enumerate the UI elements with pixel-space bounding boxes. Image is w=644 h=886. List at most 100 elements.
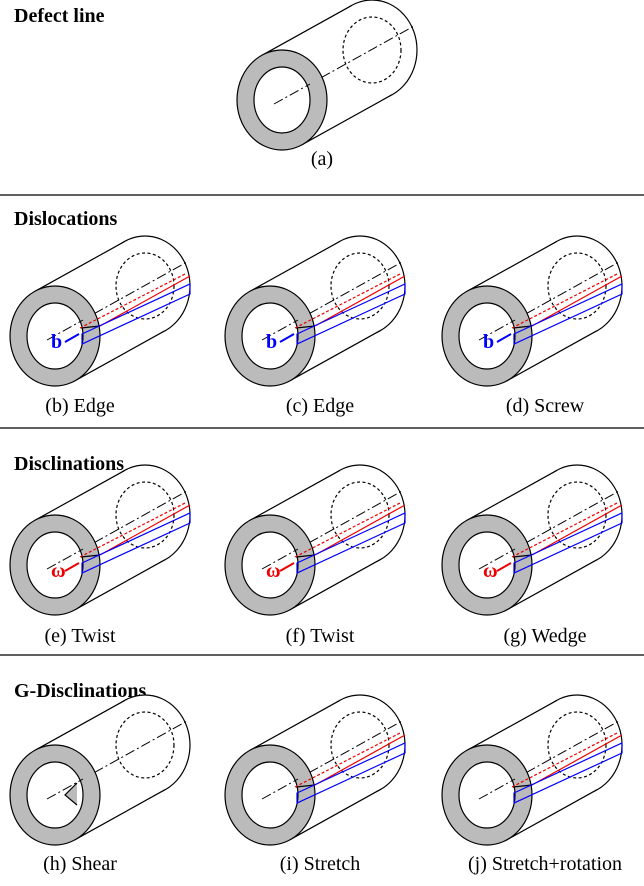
blue-plane	[296, 283, 406, 345]
hidden-inner-circle	[330, 481, 390, 549]
cylinder: ω	[441, 464, 623, 616]
caption: (h) Shear	[43, 853, 117, 875]
hidden-inner-circle	[330, 711, 390, 779]
cut	[512, 325, 533, 329]
cylinder: ω	[9, 464, 191, 616]
hidden-inner-circle	[115, 481, 175, 549]
cylinder	[9, 694, 191, 846]
hidden-inner-circle	[115, 252, 175, 320]
hidden-inner-circle	[547, 711, 607, 779]
axis	[478, 319, 516, 341]
hidden-inner-circle	[547, 252, 607, 320]
axis	[478, 778, 516, 800]
axis	[273, 83, 311, 105]
caption: (d) Screw	[506, 395, 585, 417]
cylinder	[224, 694, 406, 846]
axis	[261, 548, 299, 570]
edge	[74, 789, 166, 841]
cylinder: b	[224, 235, 406, 387]
symbol: b	[266, 331, 277, 353]
edge	[289, 789, 381, 841]
edge	[261, 4, 353, 56]
edge	[249, 240, 341, 292]
red-plane	[314, 734, 406, 786]
cylinder	[236, 0, 418, 151]
hidden-inner-circle	[330, 252, 390, 320]
vector-arrow	[64, 562, 80, 572]
blue-plane	[296, 512, 406, 574]
symbol: ω	[483, 560, 498, 582]
symbol: b	[51, 331, 62, 353]
edge	[301, 94, 393, 146]
vector-arrow	[279, 562, 295, 572]
cut	[295, 325, 316, 329]
shear-notch	[64, 782, 78, 806]
cut	[512, 784, 533, 788]
cut	[80, 554, 101, 558]
edge	[34, 699, 126, 751]
caption: (i) Stretch	[280, 853, 361, 875]
hidden-inner-circle	[115, 711, 175, 779]
axis	[46, 548, 84, 570]
red-plane	[314, 275, 406, 327]
edge	[289, 559, 381, 611]
axis	[261, 319, 299, 341]
section-title: Defect line	[14, 5, 105, 27]
caption: (f) Twist	[286, 625, 355, 647]
edge	[74, 559, 166, 611]
hidden-inner-circle	[547, 481, 607, 549]
red-plane	[531, 504, 623, 556]
symbol: b	[483, 331, 494, 353]
caption: (b) Edge	[45, 395, 115, 417]
cut	[80, 325, 101, 329]
vector-arrow	[496, 562, 512, 572]
symbol: ω	[51, 560, 66, 582]
axis	[261, 778, 299, 800]
axis	[46, 778, 84, 800]
edge	[466, 240, 558, 292]
red-plane	[99, 275, 191, 327]
axis	[478, 548, 516, 570]
edge	[249, 699, 341, 751]
section-title: G-Disclinations	[14, 680, 146, 702]
section-title: Dislocations	[14, 208, 118, 230]
vector-arrow	[279, 333, 295, 343]
edge	[506, 559, 598, 611]
edge	[506, 330, 598, 382]
caption: (e) Twist	[45, 625, 116, 647]
cut	[512, 554, 533, 558]
vector-arrow	[64, 333, 80, 343]
red-plane	[99, 504, 191, 556]
edge	[506, 789, 598, 841]
edge	[466, 699, 558, 751]
cut	[295, 554, 316, 558]
caption: (a)	[311, 148, 333, 170]
symbol: ω	[266, 560, 281, 582]
blue-plane	[513, 742, 623, 804]
blue-plane	[81, 283, 191, 345]
blue-plane	[296, 742, 406, 804]
red-plane	[531, 734, 623, 786]
blue-plane	[81, 512, 191, 574]
edge	[74, 330, 166, 382]
edge	[249, 469, 341, 521]
cut	[295, 784, 316, 788]
cylinder: ω	[224, 464, 406, 616]
hidden-inner-circle	[342, 16, 402, 84]
caption: (j) Stretch+rotation	[468, 853, 622, 875]
edge	[34, 240, 126, 292]
cylinder: b	[441, 235, 623, 387]
edge	[289, 330, 381, 382]
caption: (c) Edge	[286, 395, 354, 417]
cylinder	[441, 694, 623, 846]
edge	[466, 469, 558, 521]
cylinder: b	[9, 235, 191, 387]
red-plane	[531, 275, 623, 327]
edge	[34, 469, 126, 521]
vector-arrow	[496, 333, 512, 343]
blue-plane	[513, 283, 623, 345]
caption: (g) Wedge	[504, 625, 587, 647]
blue-plane	[513, 512, 623, 574]
section-title: Disclinations	[14, 453, 124, 475]
